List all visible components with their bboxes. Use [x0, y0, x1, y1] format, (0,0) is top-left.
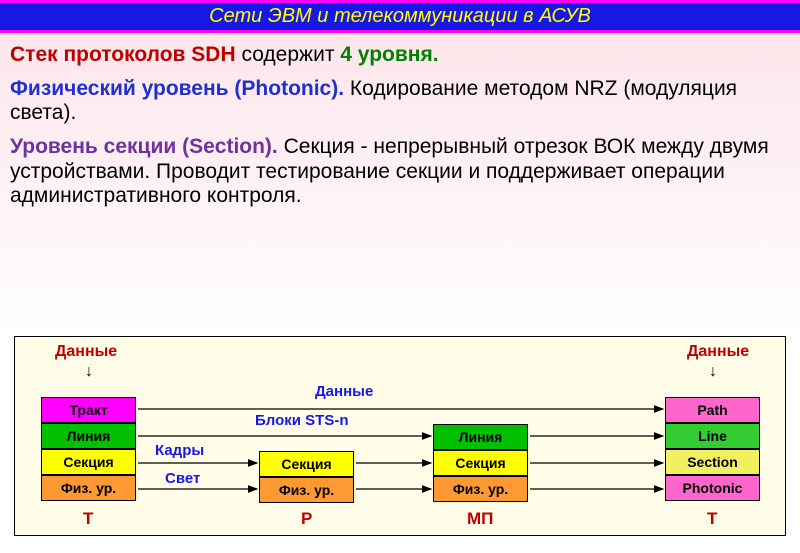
p1-stack: Стек протоколов SDH: [10, 43, 236, 66]
box-section: Section: [665, 449, 760, 475]
box-fizur-l: Физ. ур.: [41, 475, 136, 501]
para-1: Стек протоколов SDH содержит 4 уровня.: [10, 43, 790, 67]
p1-levels: 4 уровня.: [340, 43, 438, 66]
dannye-left: Данные: [55, 343, 117, 361]
box-sekciya-l: Секция: [41, 449, 136, 475]
box-sekciya-m2: Секция: [433, 450, 528, 476]
box-path: Path: [665, 397, 760, 423]
slide-content: Стек протоколов SDH содержит 4 уровня. Ф…: [0, 33, 800, 208]
protocol-diagram: Данные Данные ↓ ↓ Тракт Линия Секция Физ…: [14, 336, 786, 536]
box-photonic: Photonic: [665, 475, 760, 501]
dannye-right: Данные: [687, 343, 749, 361]
box-fizur-m2: Физ. ур.: [433, 476, 528, 502]
arrow-down-left: ↓: [85, 363, 93, 381]
stack-left: Тракт Линия Секция Физ. ур.: [41, 397, 136, 501]
p3-head: Уровень секции (Section).: [10, 135, 278, 158]
arrow-down-right: ↓: [709, 363, 717, 381]
label-dannye: Данные: [315, 383, 373, 400]
foot-r: Р: [301, 509, 312, 529]
para-2: Физический уровень (Photonic). Кодирован…: [10, 77, 790, 125]
p2-head: Физический уровень (Photonic).: [10, 77, 344, 100]
label-svet: Свет: [165, 470, 200, 487]
box-liniya-l: Линия: [41, 423, 136, 449]
foot-t2: Т: [707, 509, 717, 529]
stack-mid2: Линия Секция Физ. ур.: [433, 424, 528, 502]
para-3: Уровень секции (Section). Секция - непре…: [10, 135, 790, 207]
box-trakt: Тракт: [41, 397, 136, 423]
header-title: Сети ЭВМ и телекоммуникации в АСУВ: [209, 5, 591, 27]
label-sts: Блоки STS-n: [255, 412, 349, 429]
box-line: Line: [665, 423, 760, 449]
box-sekciya-m1: Секция: [259, 451, 354, 477]
box-fizur-m1: Физ. ур.: [259, 477, 354, 503]
header-bar: Сети ЭВМ и телекоммуникации в АСУВ: [0, 0, 800, 33]
stack-mid1: Секция Физ. ур.: [259, 451, 354, 503]
p1-mid: содержит: [236, 43, 341, 66]
foot-t1: Т: [83, 509, 93, 529]
box-liniya-m2: Линия: [433, 424, 528, 450]
label-kadry: Кадры: [155, 442, 204, 459]
stack-right: Path Line Section Photonic: [665, 397, 760, 501]
foot-mp: МП: [467, 509, 493, 529]
